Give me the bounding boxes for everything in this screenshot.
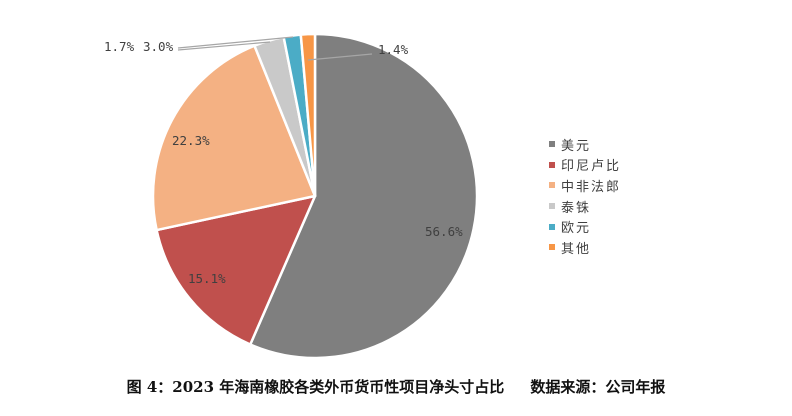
legend-label: 其他 xyxy=(561,241,592,257)
legend-item: 欧元 xyxy=(549,216,621,237)
pie-slice-6 xyxy=(299,32,317,198)
legend-item: 泰铢 xyxy=(549,196,621,217)
leader-line-4 xyxy=(177,41,271,51)
legend-label: 泰铢 xyxy=(561,200,592,216)
legend-item: 中非法郎 xyxy=(549,175,621,196)
legend-swatch xyxy=(549,141,555,148)
legend-label: 美元 xyxy=(561,138,592,154)
figure-caption: 图 4：2023 年海南橡胶各类外币货币性项目净头寸占比 数据来源：公司年报 xyxy=(0,376,792,397)
legend-item: 其他 xyxy=(549,237,621,258)
legend-swatch xyxy=(549,182,555,189)
pie-slice-3 xyxy=(151,44,317,232)
leader-line-5 xyxy=(177,36,294,49)
caption-title: 图 4：2023 年海南橡胶各类外币货币性项目净头寸占比 xyxy=(126,378,505,396)
pie-slices xyxy=(151,32,479,360)
leader-line-6 xyxy=(307,53,373,61)
legend-item: 美元 xyxy=(549,134,621,155)
data-label-4: 3.0% xyxy=(143,39,174,54)
legend-swatch xyxy=(549,244,555,251)
data-label-1: 56.6% xyxy=(425,224,463,239)
legend-label: 中非法郎 xyxy=(561,179,622,195)
pie-chart: 56.6% 15.1% 22.3% 3.0% 1.7% 1.4% xyxy=(104,32,479,360)
leader-lines xyxy=(177,36,373,61)
caption-source: 数据来源：公司年报 xyxy=(530,378,666,396)
data-label-5: 1.7% xyxy=(104,39,135,54)
legend-item: 印尼卢比 xyxy=(549,155,621,176)
legend-label: 印尼卢比 xyxy=(561,159,622,175)
legend: 美元印尼卢比中非法郎泰铢欧元其他 xyxy=(549,134,621,258)
data-label-6: 1.4% xyxy=(378,42,409,57)
legend-swatch xyxy=(549,203,555,210)
legend-swatch xyxy=(549,161,555,168)
data-label-2: 15.1% xyxy=(188,271,226,286)
legend-swatch xyxy=(549,223,555,230)
data-label-3: 22.3% xyxy=(172,133,210,148)
data-labels: 56.6% 15.1% 22.3% 3.0% 1.7% 1.4% xyxy=(104,39,463,286)
pie-slice-2 xyxy=(155,194,317,346)
legend-label: 欧元 xyxy=(561,221,592,237)
pie-slice-1 xyxy=(249,32,479,360)
